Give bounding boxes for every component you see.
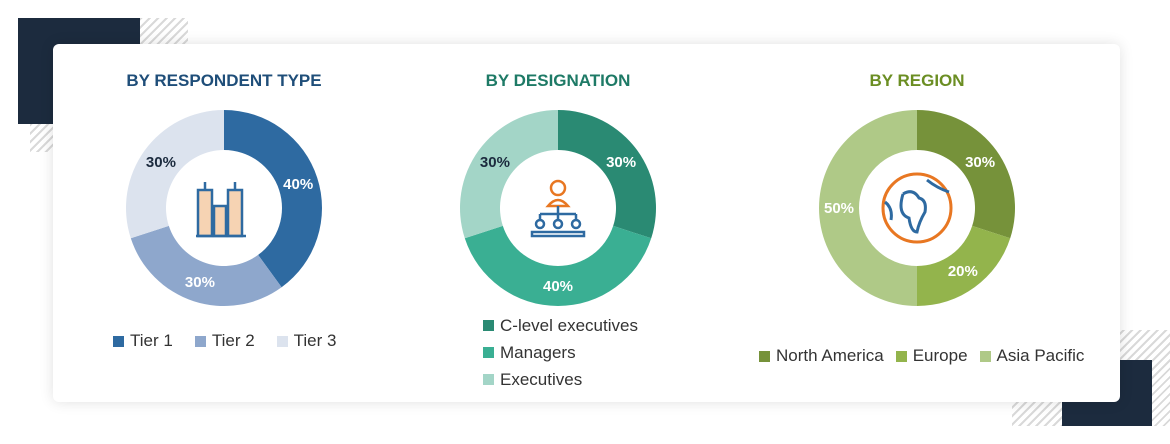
data-label: 20%: [948, 263, 978, 280]
legend-item: Asia Pacific: [979, 346, 1085, 366]
donut-slice-tier-3: [126, 110, 224, 239]
donut-region: 30% 20% 50%: [819, 110, 1015, 306]
donut-slice-asia-pacific: [819, 110, 917, 306]
legend-label: North America: [776, 346, 884, 365]
donut-slice-executives: [460, 110, 558, 239]
legend-item: Europe: [895, 346, 968, 366]
legend-swatch: [895, 350, 907, 362]
legend-region: North America Europe Asia Pacific: [759, 346, 1084, 366]
donut-respondent: 40% 30% 30%: [126, 110, 322, 306]
legend-item: Tier 3: [276, 331, 337, 351]
donut-slice-c-level-executives: [558, 110, 656, 239]
data-label: 30%: [606, 154, 636, 171]
legend-designation: C-level executives Managers Executives: [483, 312, 638, 393]
legend-swatch: [979, 350, 991, 362]
legend-swatch: [759, 350, 770, 362]
legend-label: Managers: [500, 343, 576, 362]
legend-swatch: [483, 347, 494, 358]
legend-label: Executives: [500, 370, 583, 389]
chart-title-region: BY REGION: [869, 71, 965, 90]
buildings-icon: [196, 182, 246, 238]
donut-slice-europe: [917, 225, 1011, 306]
legend-label: Tier 2: [211, 331, 255, 350]
legend-swatch: [194, 335, 206, 347]
data-label: 30%: [480, 154, 510, 171]
legend-item: North America: [759, 346, 884, 366]
legend-respondent: Tier 1 Tier 2 Tier 3: [113, 331, 336, 351]
donut-designation: 30% 40% 30%: [460, 110, 656, 306]
donut-slice-north-america: [917, 110, 1015, 239]
legend-item: Managers: [483, 339, 638, 366]
legend-label: Tier 3: [293, 331, 337, 350]
org-hierarchy-icon: [530, 179, 586, 238]
donut-slice-tier-1: [224, 110, 322, 288]
decor-hatch: [140, 18, 188, 46]
legend-swatch: [113, 335, 124, 347]
legend-item: Executives: [483, 366, 638, 393]
decor-hatch: [30, 124, 55, 152]
legend-item: C-level executives: [483, 312, 638, 339]
legend-swatch: [276, 335, 288, 347]
data-label: 40%: [283, 176, 313, 193]
legend-label: Tier 1: [130, 331, 173, 350]
chart-title-designation: BY DESIGNATION: [485, 71, 631, 90]
legend-item: Tier 2: [194, 331, 255, 351]
legend-item: Tier 1: [113, 331, 173, 351]
chart-title-respondent: BY RESPONDENT TYPE: [126, 71, 322, 90]
legend-label: C-level executives: [500, 316, 638, 335]
legend-label: Asia Pacific: [996, 346, 1085, 365]
legend-swatch: [483, 374, 494, 385]
globe-icon: [881, 172, 953, 244]
legend-label: Europe: [912, 346, 968, 365]
legend-swatch: [483, 320, 494, 331]
data-label: 50%: [824, 200, 854, 217]
data-label: 30%: [146, 154, 176, 171]
donut-slice-managers: [464, 225, 652, 306]
donut-slice-tier-2: [130, 225, 282, 306]
data-label: 30%: [965, 154, 995, 171]
data-label: 40%: [543, 278, 573, 295]
data-label: 30%: [185, 274, 215, 291]
